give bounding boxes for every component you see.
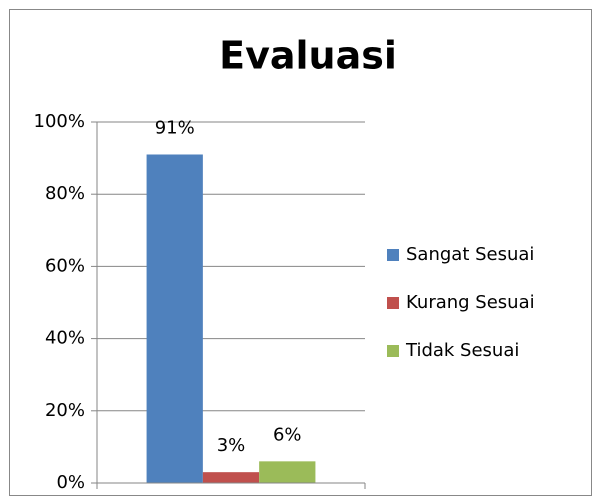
- bar: [202, 472, 260, 483]
- legend-label: Kurang Sesuai: [406, 292, 535, 313]
- legend-swatch: [387, 297, 399, 309]
- chart-title: Evaluasi: [219, 34, 397, 78]
- chart-border: [9, 9, 592, 496]
- y-tick-label: 80%: [45, 183, 85, 204]
- legend-label: Tidak Sesuai: [405, 340, 519, 361]
- y-tick-label: 40%: [45, 328, 85, 349]
- y-tick-label: 20%: [45, 400, 85, 421]
- y-tick-label: 60%: [45, 255, 85, 276]
- legend-swatch: [387, 249, 399, 261]
- y-tick-label: 0%: [56, 472, 85, 493]
- data-label: 91%: [155, 117, 195, 138]
- bar: [146, 154, 203, 484]
- data-label: 6%: [273, 424, 302, 445]
- legend-label: Sangat Sesuai: [406, 244, 534, 265]
- legend-swatch: [387, 345, 399, 357]
- y-tick-label: 100%: [34, 111, 85, 132]
- bar: [259, 461, 316, 483]
- data-label: 3%: [217, 435, 246, 456]
